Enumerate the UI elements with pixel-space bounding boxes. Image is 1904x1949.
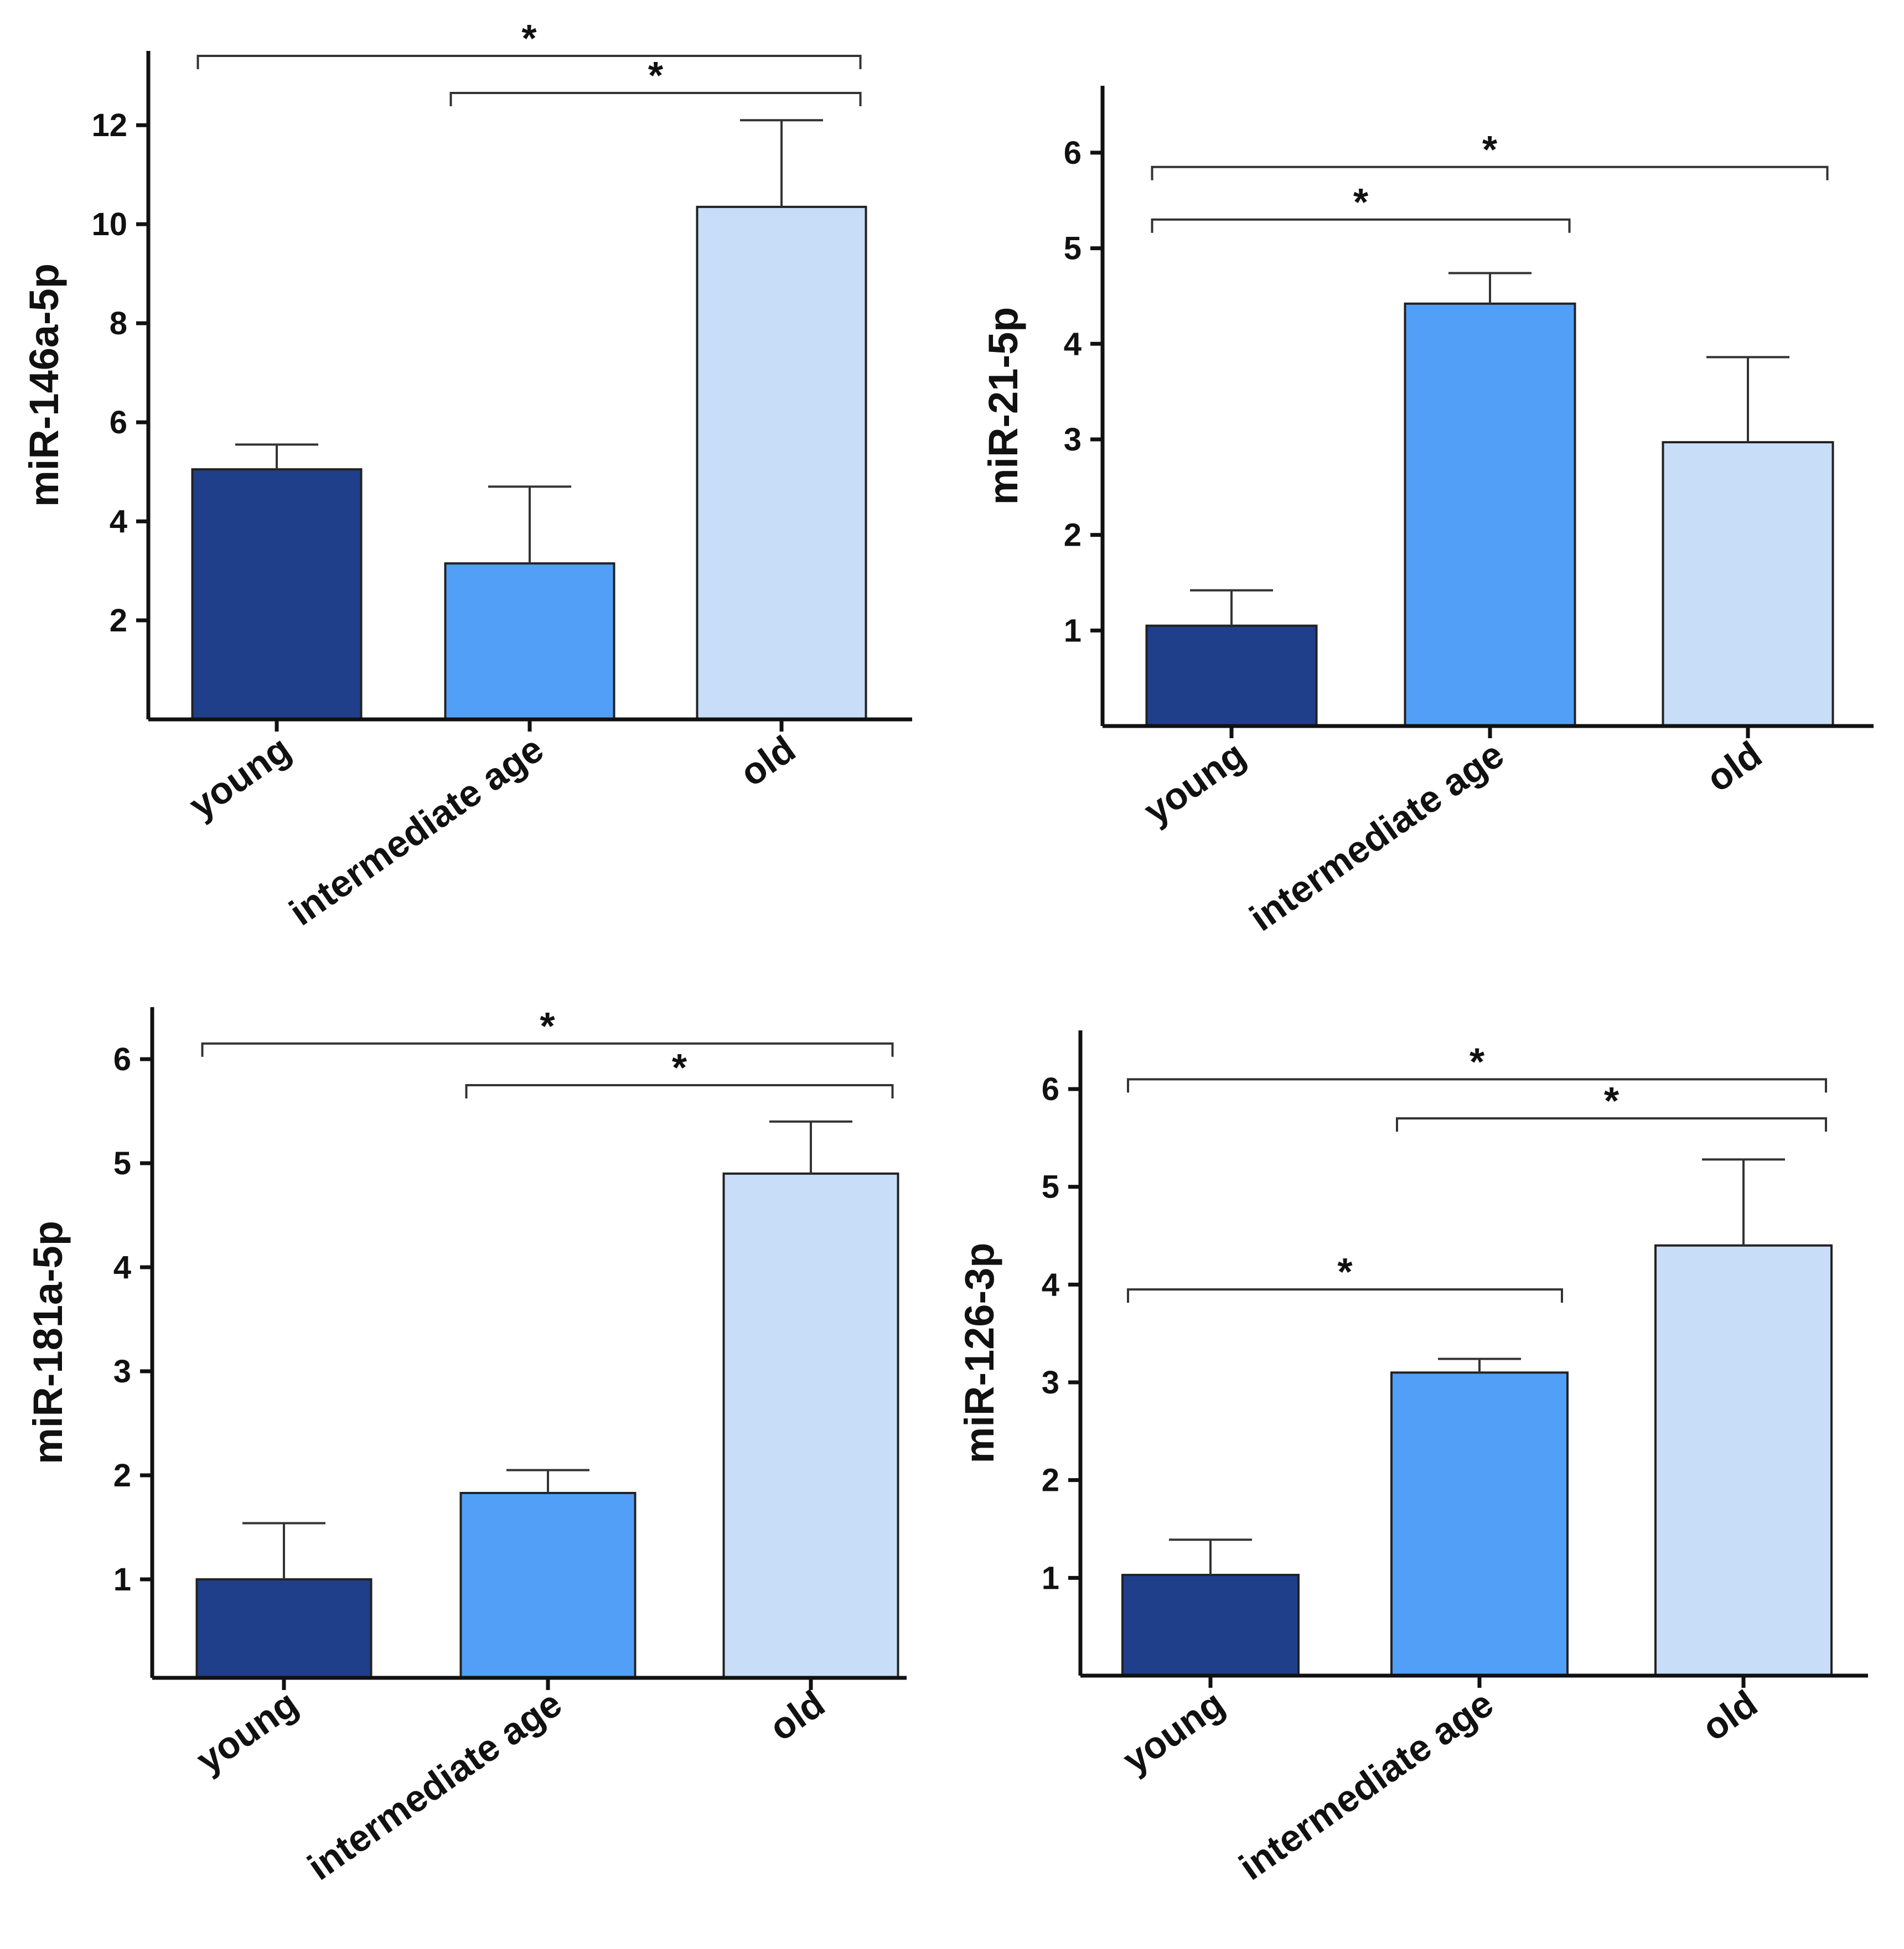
bar-young [191, 468, 363, 720]
chart-panel-4: 1 2 3 4 5 6 young intermediate age old miR-126-3p… [956, 1030, 1868, 1888]
y-tick-label: 2 [1042, 1463, 1059, 1499]
x-tick-label-young: young [189, 1682, 306, 1781]
x-tick-label-intermediate-age: intermediate age [1242, 733, 1511, 939]
y-tick-label: 3 [1064, 422, 1082, 458]
x-tick-label-young: young [1115, 1682, 1232, 1781]
significance-star: * [648, 54, 664, 97]
x-tick-label-intermediate-age: intermediate age [282, 728, 551, 934]
x-tick-label-old: old [732, 728, 803, 795]
y-tick-label: 2 [110, 603, 127, 639]
y-tick-label: 1 [113, 1562, 131, 1598]
significance-star: * [1470, 1040, 1485, 1083]
bar-old [696, 205, 867, 721]
x-tick-label-young: young [182, 728, 298, 827]
y-axis-title: miR-146a-5p [21, 263, 67, 507]
x-tick-label-old: old [1699, 733, 1769, 800]
y-tick-label: 6 [1064, 135, 1082, 171]
bar-old [1662, 441, 1834, 727]
y-tick-label: 4 [1064, 326, 1082, 362]
bar-intermediate-age [459, 1491, 637, 1679]
bar-young [1145, 624, 1318, 727]
significance-star: * [540, 1004, 555, 1048]
significance-bracket [1151, 165, 1829, 180]
y-tick-label: 5 [1042, 1169, 1059, 1205]
y-tick-label: 4 [1042, 1267, 1059, 1303]
significance-bracket [465, 1084, 894, 1098]
significance-star: * [1482, 128, 1498, 171]
x-tick-label-old: old [762, 1682, 832, 1749]
significance-star: * [1337, 1250, 1353, 1293]
bar-intermediate-age [1390, 1371, 1569, 1677]
y-axis-title: miR-126-3p [956, 1243, 1002, 1464]
y-axis-title: miR-181a-5p [25, 1221, 71, 1464]
y-tick-label: 2 [113, 1458, 131, 1494]
significance-bracket [1396, 1117, 1827, 1132]
significance-bracket [449, 92, 862, 107]
significance-star: * [521, 17, 537, 60]
significance-star: * [1604, 1079, 1620, 1122]
x-tick-label-old: old [1694, 1682, 1765, 1749]
x-tick-label-intermediate-age: intermediate age [300, 1682, 569, 1888]
y-tick-label: 8 [110, 305, 127, 341]
significance-star: * [1353, 180, 1369, 224]
y-tick-label: 3 [113, 1354, 131, 1390]
y-tick-label: 6 [1042, 1071, 1059, 1107]
y-tick-label: 1 [1064, 613, 1082, 649]
bar-old [1654, 1244, 1833, 1677]
y-tick-label: 10 [91, 206, 127, 242]
x-tick-label-young: young [1136, 733, 1253, 832]
y-tick-label: 4 [110, 504, 127, 540]
significance-bracket [1127, 1288, 1563, 1303]
significance-bracket [1127, 1078, 1827, 1093]
bar-young [1121, 1574, 1300, 1677]
y-tick-label: 5 [113, 1145, 131, 1181]
y-tick-label: 12 [91, 107, 127, 143]
y-axis-title: miR-21-5p [980, 307, 1026, 505]
x-tick-label-intermediate-age: intermediate age [1232, 1682, 1501, 1888]
bar-old [722, 1172, 899, 1680]
bar-intermediate-age [1404, 302, 1576, 727]
bar-intermediate-age [444, 562, 615, 721]
y-tick-label: 1 [1042, 1560, 1059, 1596]
y-tick-label: 2 [1064, 517, 1082, 553]
y-tick-label: 5 [1064, 231, 1082, 267]
significance-bracket [196, 54, 862, 69]
significance-bracket [201, 1042, 894, 1057]
y-tick-label: 6 [113, 1041, 131, 1077]
significance-bracket [1151, 218, 1571, 233]
y-tick-label: 3 [1042, 1365, 1059, 1401]
y-tick-label: 4 [113, 1250, 131, 1285]
y-tick-label: 6 [110, 405, 127, 440]
significance-star: * [672, 1046, 687, 1089]
bar-young [195, 1578, 372, 1679]
